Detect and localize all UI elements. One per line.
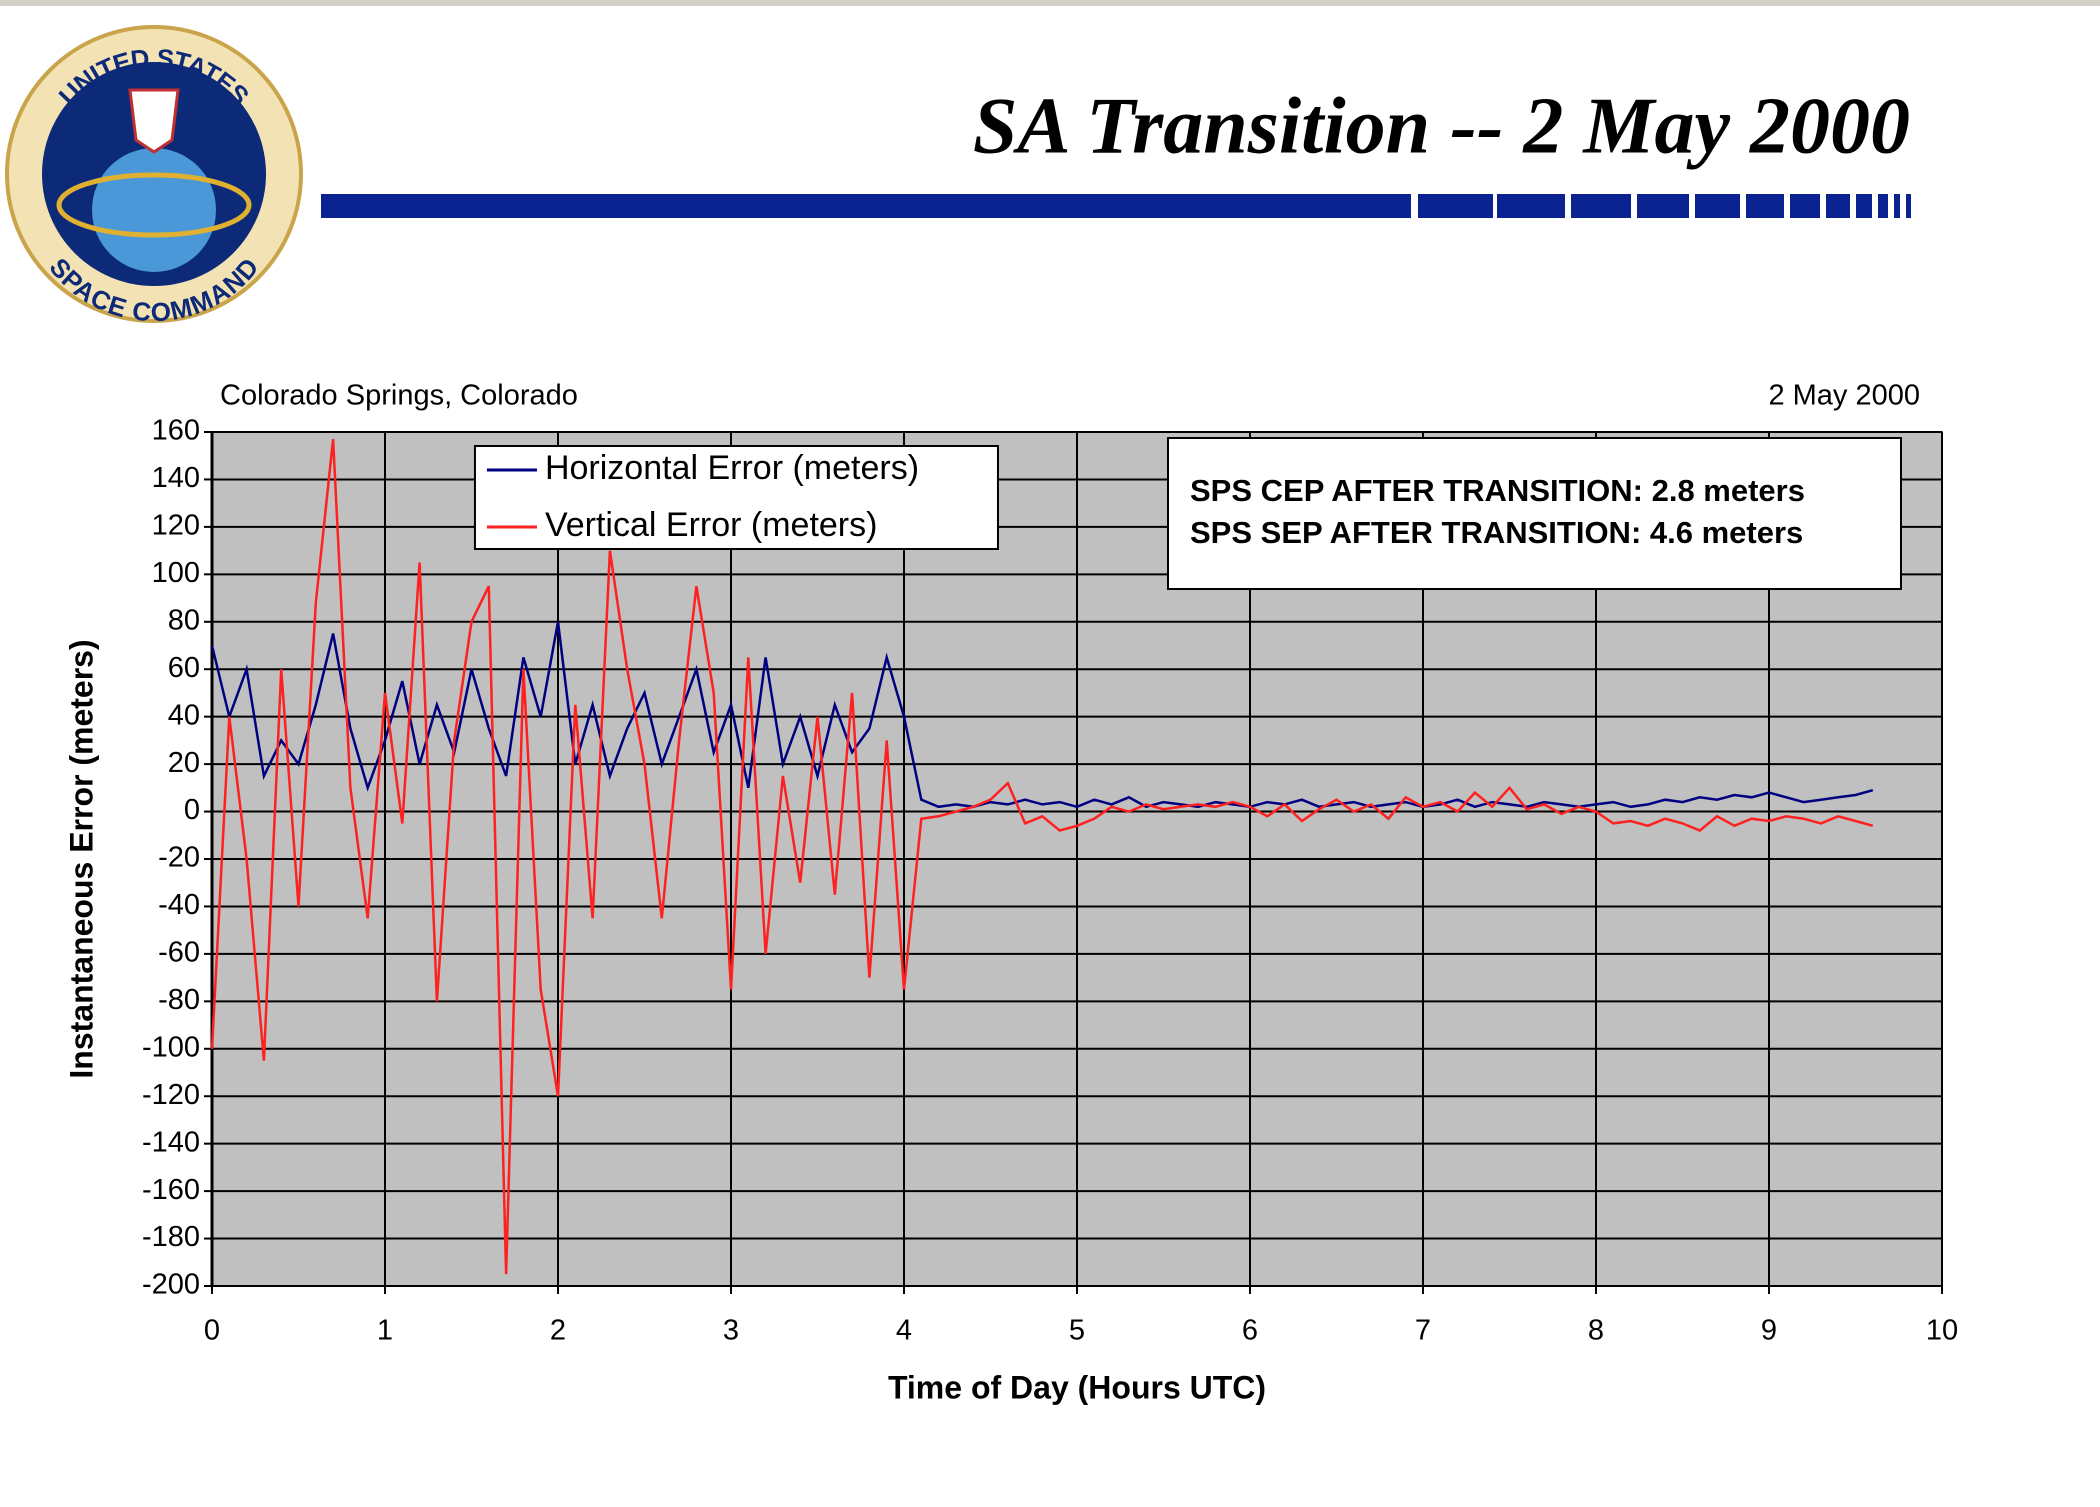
y-tick-label: -100 (142, 1031, 200, 1063)
x-tick-label: 8 (1588, 1315, 1604, 1347)
x-tick-label: 2 (550, 1315, 566, 1347)
legend: Horizontal Error (meters) Vertical Error … (473, 445, 999, 550)
legend-box (473, 445, 999, 550)
y-tick-label: -160 (142, 1174, 200, 1206)
window-edge (0, 0, 2100, 6)
x-tick-label: 7 (1415, 1315, 1431, 1347)
logo: UNITED STATES SPACE COMMAND (5, 25, 303, 327)
y-tick-label: -120 (142, 1079, 200, 1111)
x-tick-label: 10 (1926, 1315, 1958, 1347)
annotation-text: SPS CEP AFTER TRANSITION: 2.8 meters (1190, 473, 1805, 508)
y-tick-label: -20 (158, 842, 200, 874)
y-tick-label: -80 (158, 984, 200, 1016)
subtitle-left: Colorado Springs, Colorado (220, 380, 578, 412)
series-line (210, 438, 1874, 1275)
legend-label: Horizontal Error (meters) (545, 449, 919, 487)
y-axis-label: Instantaneous Error (meters) (63, 639, 99, 1078)
x-tick-label: 6 (1242, 1315, 1258, 1347)
y-tick-label: 80 (168, 604, 200, 636)
y-tick-label: 20 (168, 747, 200, 779)
y-tick-label: 120 (152, 510, 200, 542)
y-tick-label: 60 (168, 652, 200, 684)
x-tick-label: 5 (1069, 1315, 1085, 1347)
legend-label: Vertical Error (meters) (545, 506, 878, 544)
x-tick-label: 3 (723, 1315, 739, 1347)
y-tick-label: -140 (142, 1126, 200, 1158)
x-tick-label: 1 (377, 1315, 393, 1347)
title-rule (321, 194, 1911, 218)
y-tick-label: 160 (152, 415, 200, 447)
y-tick-label: -180 (142, 1221, 200, 1253)
series-line (210, 621, 1874, 809)
chart-title: SA Transition -- 2 May 2000 (973, 82, 1910, 170)
annotation-box (1167, 437, 1902, 590)
annotation-text: SPS SEP AFTER TRANSITION: 4.6 meters (1190, 515, 1803, 550)
subtitle-right: 2 May 2000 (1768, 380, 1920, 412)
x-tick-label: 0 (204, 1315, 220, 1347)
y-tick-label: 100 (152, 557, 200, 589)
y-tick-label: -200 (142, 1269, 200, 1301)
y-tick-label: 40 (168, 699, 200, 731)
x-tick-label: 9 (1761, 1315, 1777, 1347)
x-axis-label: Time of Day (Hours UTC) (888, 1369, 1266, 1405)
y-tick-label: 0 (184, 794, 200, 826)
y-tick-label: -60 (158, 937, 200, 969)
y-tick-label: 140 (152, 462, 200, 494)
y-tick-label: -40 (158, 889, 200, 921)
annotation: SPS CEP AFTER TRANSITION: 2.8 meters SPS … (1167, 437, 1902, 590)
chart: -200-180-160-140-120-100-80-60-40-200204… (142, 415, 1958, 1347)
x-tick-label: 4 (896, 1315, 912, 1347)
